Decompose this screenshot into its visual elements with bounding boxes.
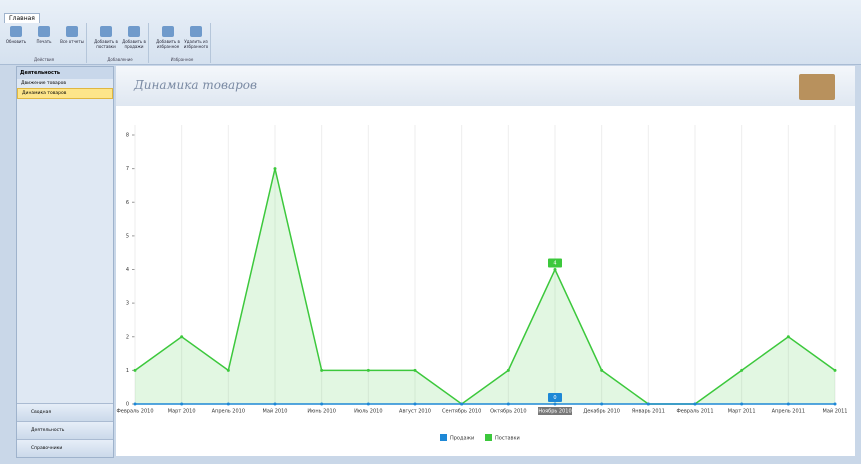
point	[460, 403, 463, 406]
x-tick-label: Февраль 2011	[676, 409, 713, 415]
point	[414, 403, 417, 406]
x-tick-label: Февраль 2010	[116, 409, 153, 415]
x-tick-label: Декабрь 2010	[583, 409, 620, 415]
x-tick-label: Март 2010	[168, 409, 196, 415]
button-icon	[128, 26, 140, 37]
point	[180, 335, 183, 338]
button-label: Добавить в поставки	[92, 39, 120, 49]
group-name: Добавление	[92, 57, 148, 62]
panel-title: Динамика товаров	[134, 78, 257, 92]
sidebar-header: Деятельность	[17, 67, 113, 79]
x-tick-label: Ноябрь 2010	[538, 409, 571, 415]
point	[834, 369, 837, 372]
y-tick-label: 1	[126, 368, 129, 374]
y-tick-label: 3	[126, 301, 129, 307]
point	[787, 335, 790, 338]
point	[600, 369, 603, 372]
button-icon	[190, 26, 202, 37]
nav-button[interactable]: Деятельность	[17, 421, 113, 439]
chart: 0 1 2 3 4 5 6 7 8 Февраль 2010 Март 2010 Апрель 201…	[116, 106, 855, 456]
x-tick-label: Март 2011	[728, 409, 756, 415]
point	[554, 268, 557, 271]
nav-button[interactable]: Справочники	[17, 439, 113, 457]
legend-label: Поставки	[495, 436, 520, 442]
point	[320, 403, 323, 406]
y-tick-label: 5	[126, 233, 129, 239]
point	[227, 369, 230, 372]
point	[787, 403, 790, 406]
panel-header: Динамика товаров	[116, 66, 855, 107]
legend-swatch	[485, 434, 492, 441]
group-name: Действия	[2, 57, 86, 62]
x-tick-label: Июнь 2010	[307, 409, 335, 415]
point	[600, 403, 603, 406]
app-window: Главная ОбновитьПечатьВсе отчеты Действия…	[0, 0, 861, 464]
point	[647, 403, 650, 406]
y-tick-label: 4	[126, 267, 129, 273]
point	[367, 403, 370, 406]
point	[740, 403, 743, 406]
button-icon	[100, 26, 112, 37]
button-label: Все отчеты	[58, 39, 86, 44]
point	[180, 403, 183, 406]
sidebar-item[interactable]: Движение товаров	[17, 79, 113, 88]
legend-label: Продажи	[450, 436, 474, 442]
x-tick-label: Июль 2010	[354, 409, 382, 415]
button-label: Печать	[30, 39, 58, 44]
y-tick-label: 7	[126, 166, 129, 172]
x-tick-label: Сентябрь 2010	[442, 409, 481, 415]
point	[274, 403, 277, 406]
point	[694, 403, 697, 406]
y-tick-label: 2	[126, 334, 129, 340]
boxes-icon	[799, 74, 835, 100]
ribbon-group: ОбновитьПечатьВсе отчеты Действия	[2, 23, 87, 63]
nav-button[interactable]: Сводная	[17, 403, 113, 421]
group-name: Избранное	[154, 57, 210, 62]
x-tick-label: Октябрь 2010	[490, 409, 526, 415]
y-tick-label: 6	[126, 200, 129, 206]
point	[134, 403, 137, 406]
button-label: Добавить в продажи	[120, 39, 148, 49]
y-tick-label: 8	[126, 133, 129, 139]
point	[274, 167, 277, 170]
button-icon	[10, 26, 22, 37]
button-label: Обновить	[2, 39, 30, 44]
x-tick-label: Апрель 2011	[772, 409, 805, 415]
point	[740, 369, 743, 372]
tooltip-value: 4	[553, 261, 556, 267]
x-tick-label: Май 2010	[263, 408, 288, 415]
y-tick-label: 0	[126, 402, 129, 408]
button-icon	[66, 26, 78, 37]
x-tick-label: Август 2010	[399, 409, 431, 415]
button-icon	[38, 26, 50, 37]
point	[414, 369, 417, 372]
sidebar-item[interactable]: Динамика товаров	[17, 88, 113, 99]
button-label: Добавить в избранное	[154, 39, 182, 49]
ribbon-tab[interactable]: Главная	[4, 13, 40, 23]
point	[227, 403, 230, 406]
point	[367, 369, 370, 372]
button-label: Удалить из избранного	[182, 39, 210, 49]
button-icon	[162, 26, 174, 37]
legend-swatch	[440, 434, 447, 441]
point	[507, 369, 510, 372]
point	[554, 403, 557, 406]
tooltip-value: 0	[553, 395, 556, 401]
area	[135, 169, 835, 404]
x-tick-label: Апрель 2010	[212, 409, 245, 415]
point	[320, 369, 323, 372]
x-tick-label: Май 2011	[823, 408, 848, 415]
point	[134, 369, 137, 372]
point	[834, 403, 837, 406]
point	[507, 403, 510, 406]
x-tick-label: Январь 2011	[632, 409, 665, 415]
